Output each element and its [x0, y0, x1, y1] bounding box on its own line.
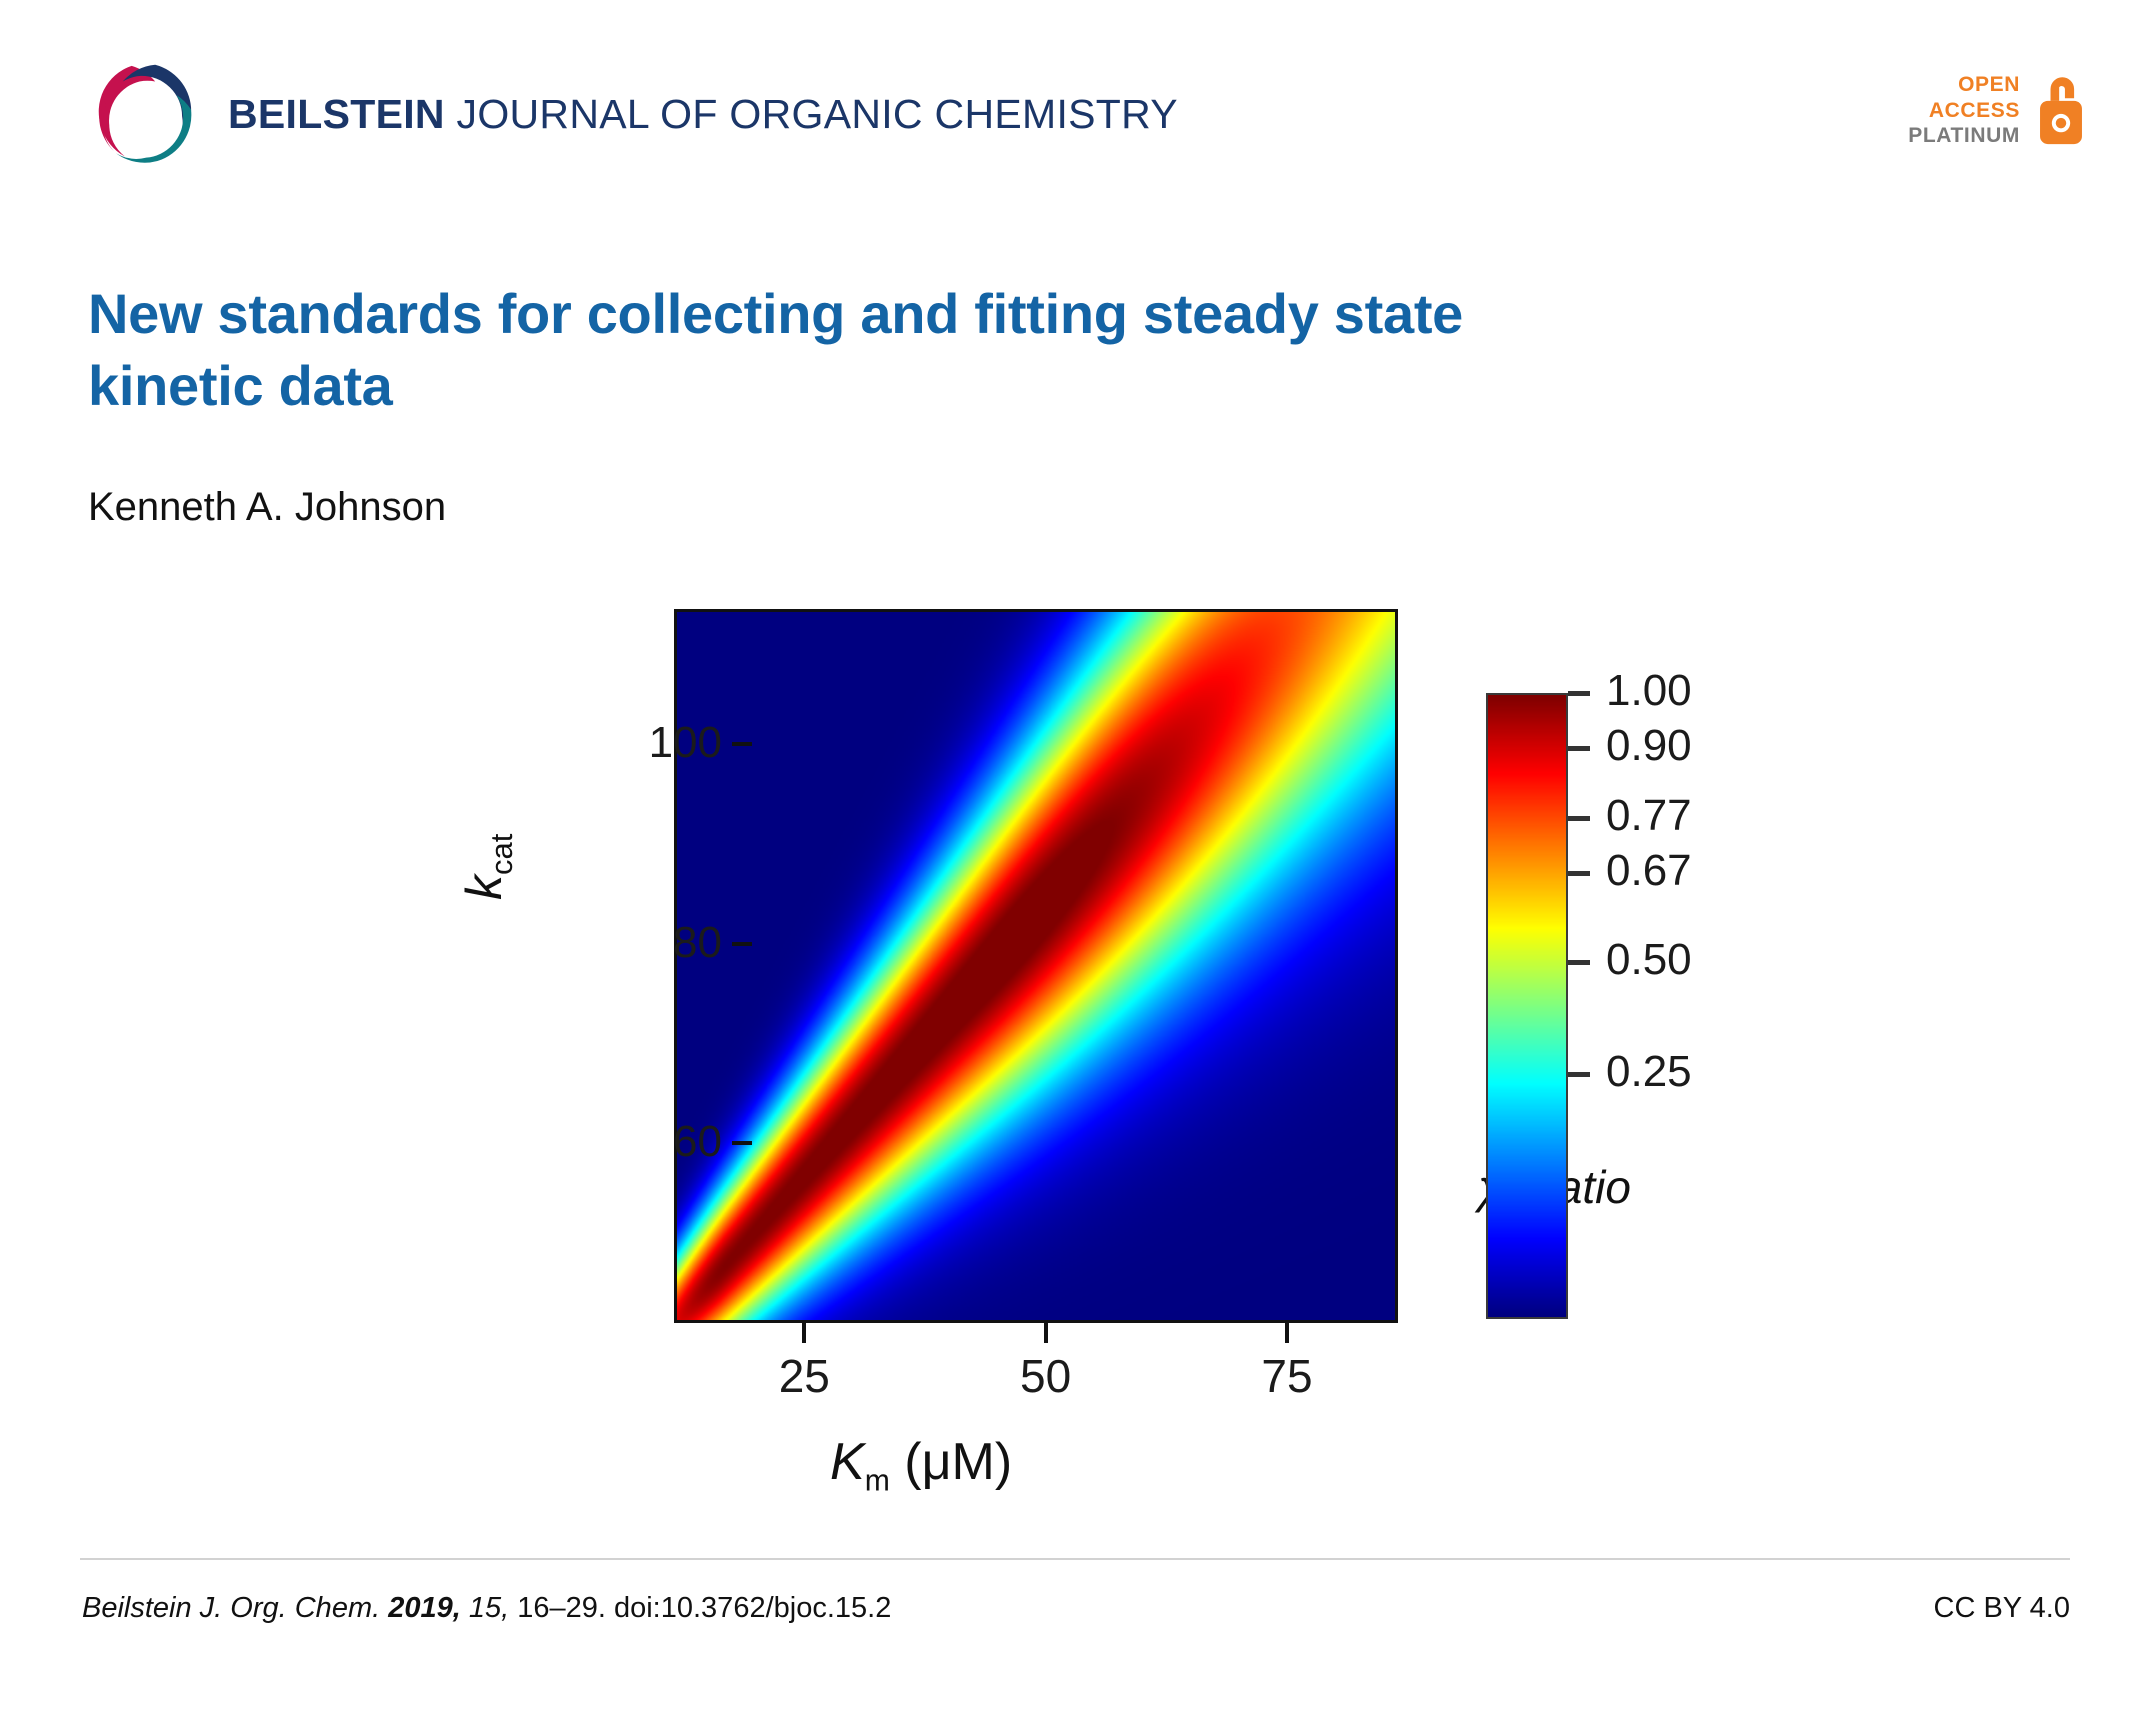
citation-journal: Beilstein J. Org. Chem.: [82, 1592, 381, 1624]
colorbar: [1486, 693, 1568, 1319]
journal-title-bold: BEILSTEIN: [228, 90, 445, 137]
journal-title: BEILSTEIN JOURNAL OF ORGANIC CHEMISTRY: [228, 91, 1178, 138]
colorbar-tick-mark: [1568, 691, 1590, 696]
x-axis-label-units: (μM): [889, 1433, 1013, 1491]
open-access-line-open: OPEN: [1958, 73, 2020, 96]
x-axis-tick-mark: [1284, 1323, 1289, 1343]
open-access-badge: OPEN ACCESS PLATINUM: [1908, 72, 2088, 149]
colorbar-tick-label: 1.00: [1606, 666, 1692, 715]
colorbar-tick-label: 0.25: [1606, 1046, 1692, 1096]
y-axis-tick-mark: [732, 1141, 752, 1146]
y-axis-tick-label: 60: [673, 1117, 722, 1167]
y-axis-tick-label: 80: [673, 917, 722, 967]
citation-volume: 15,: [460, 1592, 510, 1624]
y-axis-tick-mark: [732, 941, 752, 946]
heatmap-plot-area: [674, 609, 1398, 1323]
page-header: BEILSTEIN JOURNAL OF ORGANIC CHEMISTRY O…: [0, 0, 2150, 190]
open-access-line-platinum: PLATINUM: [1908, 124, 2020, 148]
colorbar-tick-label: 0.77: [1606, 791, 1692, 841]
colorbar-tick-mark: [1568, 871, 1590, 877]
license-label: CC BY 4.0: [1933, 1592, 2070, 1624]
x-axis-tick-label: 50: [1020, 1350, 1072, 1402]
open-padlock-icon: [2040, 77, 2082, 145]
y-axis-tick-label: 100: [648, 717, 722, 767]
colorbar-gradient: [1488, 695, 1566, 1317]
x-axis-tick-mark: [1043, 1323, 1048, 1343]
colorbar-tick-mark: [1568, 960, 1590, 966]
article-authors: Kenneth A. Johnson: [88, 485, 447, 529]
y-axis-label-sub: cat: [484, 833, 519, 875]
colorbar-tick-mark: [1568, 1071, 1590, 1077]
article-title: New standards for collecting and fitting…: [88, 282, 1464, 417]
y-axis-tick-mark: [732, 741, 752, 746]
x-axis-tick-label: 75: [1261, 1350, 1313, 1402]
footer-divider: [80, 1558, 2070, 1560]
open-access-labels: OPEN ACCESS PLATINUM: [1908, 72, 2020, 149]
colorbar-tick-label: 0.90: [1606, 721, 1692, 771]
journal-title-rest: JOURNAL OF ORGANIC CHEMISTRY: [444, 90, 1178, 137]
colorbar-tick-mark: [1568, 746, 1590, 752]
x-axis-label: Km (μM): [830, 1432, 1012, 1498]
colorbar-tick-label: 0.67: [1606, 846, 1692, 896]
x-axis-tick-mark: [802, 1323, 807, 1343]
heatmap-surface: [677, 612, 1395, 1320]
y-axis-label: kcat: [455, 834, 520, 900]
beilstein-logo-icon: [98, 64, 192, 163]
colorbar-tick-label: 0.50: [1606, 935, 1692, 985]
citation-year: 2019,: [380, 1592, 461, 1624]
citation: Beilstein J. Org. Chem. 2019, 15, 16–29.…: [82, 1592, 891, 1625]
colorbar-tick-mark: [1568, 816, 1590, 822]
x-axis-label-sub: m: [864, 1464, 890, 1498]
citation-pages-doi: 16–29. doi:10.3762/bjoc.15.2: [509, 1592, 892, 1624]
journal-brand: BEILSTEIN JOURNAL OF ORGANIC CHEMISTRY: [88, 58, 1178, 170]
x-axis-tick-label: 25: [778, 1350, 830, 1402]
open-access-line-access: ACCESS: [1928, 98, 2020, 122]
y-axis-label-symbol: k: [456, 875, 512, 900]
x-axis-label-symbol: K: [830, 1433, 865, 1491]
